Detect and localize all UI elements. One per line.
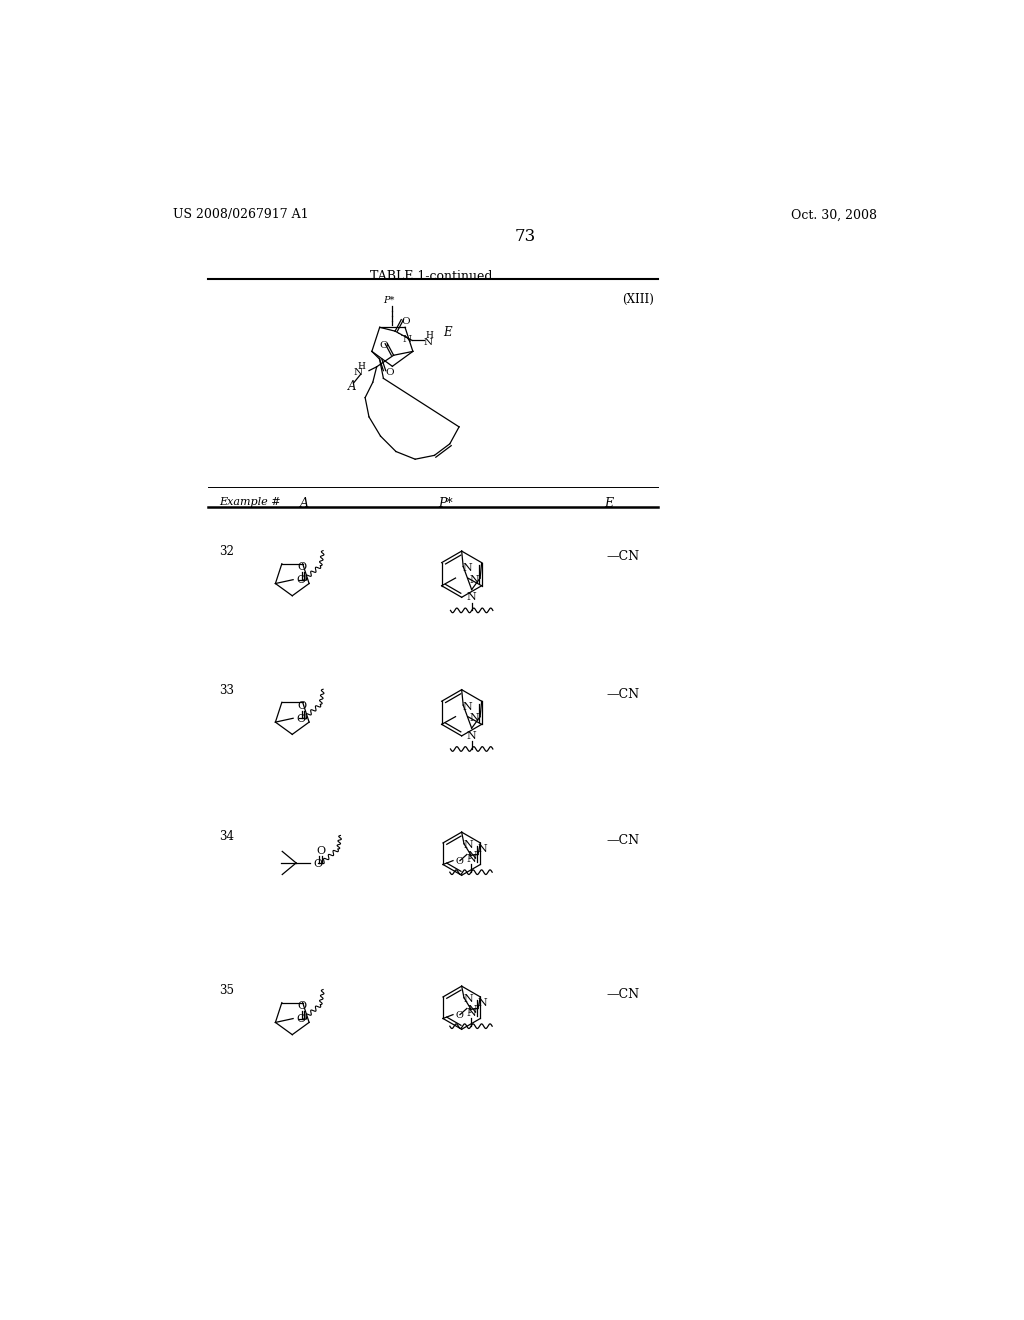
Text: —CN: —CN [606,989,640,1002]
Text: TABLE 1-continued: TABLE 1-continued [370,271,493,282]
Text: N: N [464,994,473,1005]
Text: H: H [426,331,434,341]
Text: A: A [300,498,309,511]
Text: 73: 73 [514,227,536,244]
Text: O: O [313,859,323,869]
Text: US 2008/0267917 A1: US 2008/0267917 A1 [173,209,308,222]
Text: 33: 33 [219,684,234,697]
Text: O: O [379,341,388,350]
Text: P*: P* [383,296,394,305]
Text: N: N [424,338,433,347]
Text: Example #: Example # [219,498,281,507]
Text: O: O [296,576,305,586]
Text: O: O [298,1002,307,1011]
Text: 32: 32 [219,545,234,558]
Text: N: N [462,702,472,711]
Text: N: N [466,854,476,865]
Text: N: N [353,368,362,378]
Text: (XIII): (XIII) [623,293,654,306]
Text: —CN: —CN [606,549,640,562]
Text: N: N [469,574,479,585]
Text: E: E [442,326,452,339]
Text: N: N [477,845,487,854]
Text: Oct. 30, 2008: Oct. 30, 2008 [792,209,878,222]
Text: O: O [298,701,307,711]
Text: N: N [402,335,412,343]
Text: —CN: —CN [606,834,640,847]
Text: H: H [357,362,366,371]
Text: 35: 35 [219,983,234,997]
Text: N: N [467,851,477,861]
Text: P*: P* [438,498,454,511]
Text: N: N [469,713,479,723]
Text: O: O [385,368,394,376]
Text: N: N [467,1005,477,1015]
Text: N: N [464,841,473,850]
Text: —CN: —CN [606,688,640,701]
Text: A: A [348,380,356,392]
Text: N: N [467,593,476,602]
Text: O: O [296,714,305,725]
Text: O: O [456,857,463,866]
Text: 34: 34 [219,830,234,843]
Text: O: O [316,846,326,857]
Text: N: N [466,1008,476,1018]
Text: O: O [401,317,411,326]
Text: N: N [467,731,476,741]
Text: O: O [298,562,307,573]
Text: E: E [604,498,613,511]
Text: N: N [477,998,487,1008]
Text: N: N [462,564,472,573]
Text: O: O [296,1014,305,1024]
Text: O: O [456,1011,463,1020]
